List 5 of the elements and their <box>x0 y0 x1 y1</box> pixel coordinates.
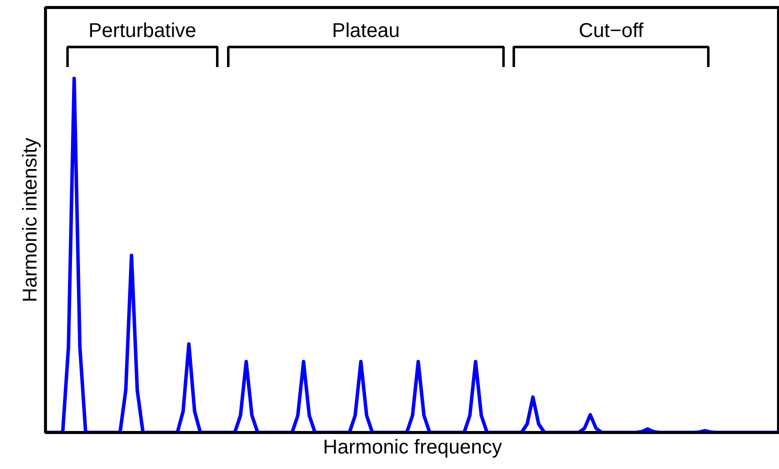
text: Cut−off <box>578 20 644 42</box>
y-axis-title: Harmonic intensity <box>20 138 42 302</box>
text: Plateau <box>332 20 400 42</box>
text: Perturbative <box>88 20 196 42</box>
x-axis-title: Harmonic frequency <box>323 436 502 458</box>
